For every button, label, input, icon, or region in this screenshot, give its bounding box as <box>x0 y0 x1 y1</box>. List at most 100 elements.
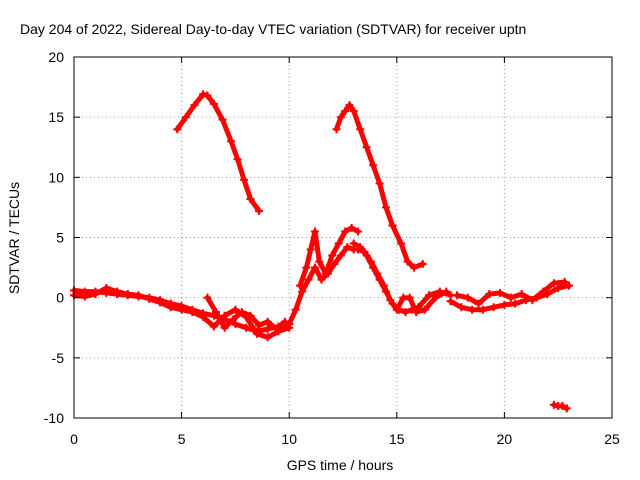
data-point <box>356 125 365 134</box>
y-tick-label: 15 <box>48 109 64 125</box>
data-point <box>209 322 218 331</box>
data-point <box>80 292 89 301</box>
x-axis-label: GPS time / hours <box>287 457 394 473</box>
data-point <box>166 303 175 312</box>
data-point <box>341 107 350 116</box>
data-point <box>457 303 466 312</box>
data-point <box>517 290 526 299</box>
data-point <box>412 308 421 317</box>
data-point <box>388 221 397 230</box>
series-main-band-b <box>70 284 294 342</box>
data-point <box>349 239 358 248</box>
data-point <box>240 175 249 184</box>
series-arc-high-1 <box>173 90 264 216</box>
data-point <box>246 311 255 320</box>
data-point <box>336 251 345 260</box>
data-point <box>474 299 483 308</box>
data-point <box>332 125 341 134</box>
data-point <box>345 101 354 110</box>
data-point <box>496 288 505 297</box>
series-line <box>204 295 288 332</box>
data-point <box>227 137 236 146</box>
x-tick-label: 5 <box>178 431 186 447</box>
data-point <box>246 194 255 203</box>
data-point <box>237 308 246 317</box>
series-rise-b <box>295 223 363 290</box>
data-point <box>442 287 451 296</box>
data-point <box>209 99 218 108</box>
data-point <box>263 333 272 342</box>
data-point <box>431 293 440 302</box>
data-point <box>263 324 272 333</box>
data-point <box>392 305 401 314</box>
data-point <box>255 321 264 330</box>
data-point <box>306 245 315 254</box>
data-point <box>354 245 363 254</box>
data-point <box>382 203 391 212</box>
data-point <box>302 263 311 272</box>
data-point <box>511 299 520 308</box>
data-point <box>343 243 352 252</box>
data-point <box>190 101 199 110</box>
y-axis-label: SDTVAR / TECUs <box>6 182 22 294</box>
data-point <box>145 294 154 303</box>
data-point <box>328 251 337 260</box>
data-point <box>298 287 307 296</box>
data-point <box>453 291 462 300</box>
data-point <box>549 400 558 409</box>
data-point <box>199 312 208 321</box>
data-point <box>386 296 395 305</box>
data-point <box>420 305 429 314</box>
data-point <box>373 269 382 278</box>
data-point <box>218 115 227 124</box>
data-point <box>220 311 229 320</box>
data-point <box>369 161 378 170</box>
data-point <box>554 284 563 293</box>
data-point <box>349 107 358 116</box>
data-point <box>397 239 406 248</box>
data-point <box>375 179 384 188</box>
data-point <box>229 315 238 324</box>
data-point <box>506 293 515 302</box>
data-point <box>379 281 388 290</box>
y-tick-label: -10 <box>44 410 64 426</box>
data-point <box>354 227 363 236</box>
data-point <box>181 113 190 122</box>
x-tick-label: 0 <box>70 431 78 447</box>
series-arc-high-2 <box>332 101 427 272</box>
data-point <box>539 287 548 296</box>
data-point <box>252 329 261 338</box>
data-point <box>410 263 419 272</box>
series-line <box>174 91 262 214</box>
chart-title: Day 204 of 2022, Sidereal Day-to-day VTE… <box>20 21 526 37</box>
data-point <box>360 247 369 256</box>
data-point <box>272 324 281 333</box>
data-point <box>203 293 212 302</box>
series-outlier-low <box>549 400 571 413</box>
data-point <box>558 401 567 410</box>
data-point <box>311 227 320 236</box>
data-point <box>478 305 487 314</box>
data-point <box>485 290 494 299</box>
data-point <box>468 305 477 314</box>
data-point <box>317 275 326 284</box>
data-point <box>203 91 212 100</box>
data-point <box>91 290 100 299</box>
y-tick-label: 0 <box>56 290 64 306</box>
data-point <box>311 263 320 272</box>
data-point <box>334 239 343 248</box>
data-point <box>123 290 132 299</box>
series-mid-bands-2 <box>354 245 451 317</box>
y-tick-label: 5 <box>56 230 64 246</box>
data-point <box>564 281 573 290</box>
data-point <box>549 279 558 288</box>
data-point <box>188 308 197 317</box>
data-point <box>560 278 569 287</box>
axis-ticks: 0 5 10 15 20 25 -10 -5 0 5 10 15 20 <box>44 49 620 447</box>
data-point <box>285 320 294 329</box>
data-point <box>366 257 375 266</box>
data-point <box>304 275 313 284</box>
x-tick-label: 20 <box>497 431 513 447</box>
series-rise-a <box>285 243 358 329</box>
